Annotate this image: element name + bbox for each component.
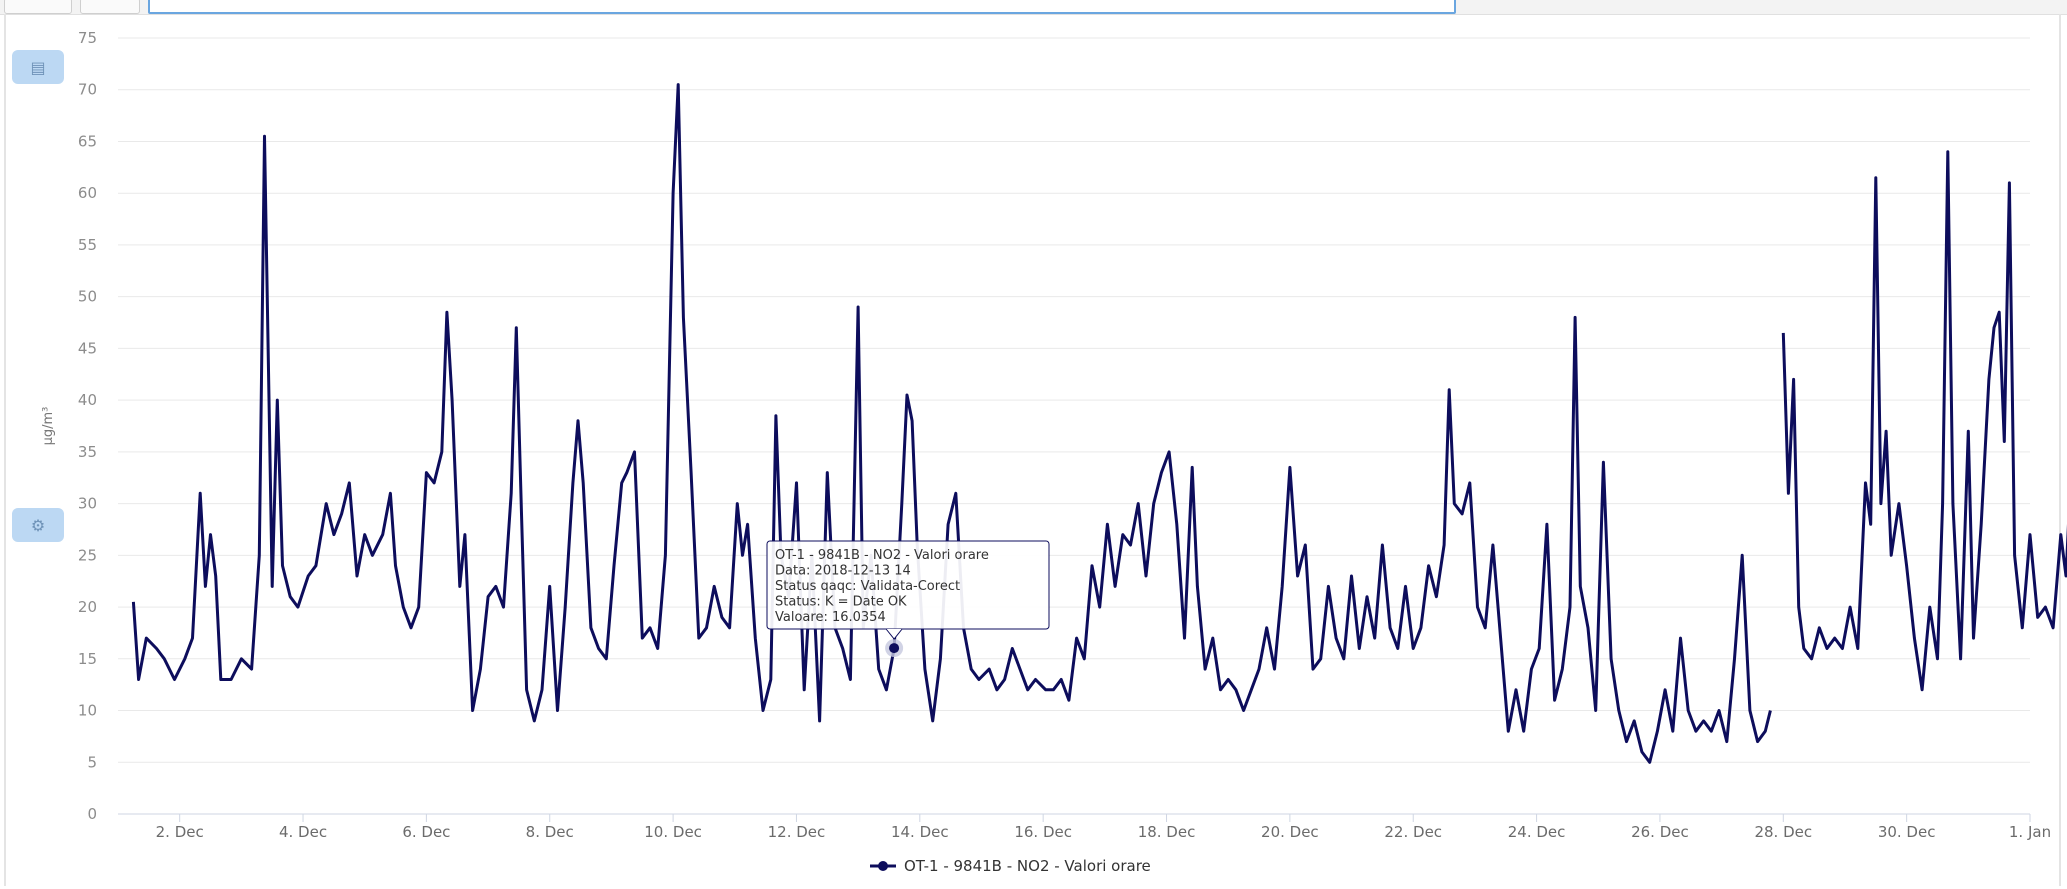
legend-marker-icon [878, 861, 888, 871]
legend[interactable]: OT-1 - 9841B - NO2 - Valori orare [870, 857, 1151, 875]
x-tick-label: 6. Dec [402, 823, 450, 841]
y-axis-label: µg/m³ [41, 407, 56, 446]
y-tick-label: 15 [78, 650, 97, 668]
toolbar-input[interactable] [148, 0, 1456, 14]
x-tick-label: 20. Dec [1261, 823, 1319, 841]
toolbar-button[interactable] [80, 0, 140, 14]
y-tick-label: 75 [78, 29, 97, 47]
x-tick-label: 30. Dec [1878, 823, 1936, 841]
y-tick-label: 40 [78, 391, 97, 409]
x-tick-label: 26. Dec [1631, 823, 1689, 841]
series-lines [131, 83, 2067, 764]
x-tick-label: 28. Dec [1754, 823, 1812, 841]
x-axis-ticks: 2. Dec 4. Dec 6. Dec 8. Dec 10. Dec 12. Dec 14… [156, 814, 2051, 841]
y-tick-label: 50 [78, 288, 97, 306]
series-line-segment [1781, 150, 2067, 692]
x-tick-label: 2. Dec [156, 823, 204, 841]
y-tick-label: 10 [78, 702, 97, 720]
x-tick-label: 18. Dec [1138, 823, 1196, 841]
tooltip-line: OT-1 - 9841B - NO2 - Valori orare [775, 548, 989, 563]
tooltip-box [766, 540, 1050, 630]
grid-lines [118, 37, 2030, 815]
highlight-point[interactable] [889, 643, 900, 654]
chart-frame [4, 14, 2061, 886]
y-tick-label: 20 [78, 598, 97, 616]
settings-icon: ⚙ [30, 515, 46, 535]
y-axis-ticks: 0 5 10 15 20 25 30 35 40 45 50 55 60 65 70 75 [78, 29, 97, 823]
x-tick-label: 16. Dec [1014, 823, 1072, 841]
tooltip-pointer [885, 628, 903, 640]
y-tick-label: 25 [78, 546, 97, 564]
y-tick-label: 45 [78, 339, 97, 357]
export-button[interactable]: ▤ [12, 50, 64, 84]
x-tick-label: 8. Dec [526, 823, 574, 841]
series-line-segment [131, 83, 1772, 764]
y-tick-label: 5 [87, 753, 97, 771]
y-tick-label: 35 [78, 443, 97, 461]
x-tick-label: 12. Dec [768, 823, 826, 841]
x-tick-label: 24. Dec [1508, 823, 1566, 841]
tooltip-line: Data: 2018-12-13 14 [775, 564, 911, 579]
x-tick-label: 22. Dec [1384, 823, 1442, 841]
x-tick-label: 1. Jan [2009, 823, 2051, 841]
legend-item-label[interactable]: OT-1 - 9841B - NO2 - Valori orare [904, 857, 1151, 875]
y-tick-label: 0 [87, 805, 97, 823]
export-icon: ▤ [30, 57, 46, 77]
toolbar-button[interactable] [4, 0, 72, 14]
tooltip-line: Status qaqc: Validata-Corect [775, 579, 960, 594]
y-tick-label: 60 [78, 184, 97, 202]
settings-button[interactable]: ⚙ [12, 508, 64, 542]
top-toolbar [0, 0, 2067, 15]
y-tick-label: 30 [78, 495, 97, 513]
tooltip-line: Valoare: 16.0354 [775, 610, 886, 625]
x-tick-label: 14. Dec [891, 823, 949, 841]
x-tick-label: 4. Dec [279, 823, 327, 841]
tooltip-line: Status: K = Date OK [775, 595, 907, 610]
y-tick-label: 55 [78, 236, 97, 254]
x-tick-label: 10. Dec [644, 823, 702, 841]
y-tick-label: 65 [78, 132, 97, 150]
y-tick-label: 70 [78, 81, 97, 99]
